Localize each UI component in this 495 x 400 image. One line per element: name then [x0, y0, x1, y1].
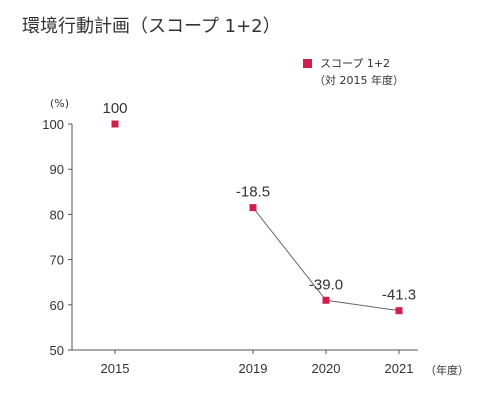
series-line: [252, 207, 400, 312]
y-axis-unit: (%): [50, 97, 69, 110]
x-axis-unit: （年度）: [425, 363, 469, 377]
x-tick-label: 2020: [312, 361, 341, 376]
x-tick-label: 2015: [101, 361, 130, 376]
x-tick-label: 2021: [385, 361, 414, 376]
y-tick-label: 70: [50, 253, 64, 268]
y-tick-label: 60: [50, 298, 64, 313]
legend-subtitle: （対 2015 年度）: [314, 73, 404, 87]
x-axis-ticks: 2015 2019 2020 2021: [101, 350, 414, 376]
data-markers: [111, 120, 403, 315]
legend-label: スコープ 1+2: [320, 57, 390, 70]
y-axis-ticks: 50 60 70 80 90 100: [42, 117, 72, 358]
data-point-2021: [395, 307, 403, 315]
data-label-2015: 100: [102, 100, 127, 117]
data-label-2019: -18.5: [236, 184, 270, 201]
data-point-2019: [249, 204, 257, 212]
data-labels: 100 -18.5 -39.0 -41.3: [102, 100, 416, 304]
data-point-2020: [322, 296, 330, 304]
data-label-2020: -39.0: [309, 276, 343, 293]
chart-title: 環境行動計画（スコープ 1+2）: [22, 16, 281, 37]
y-tick-label: 50: [50, 343, 64, 358]
x-tick-label: 2019: [239, 361, 268, 376]
y-tick-label: 100: [42, 117, 64, 132]
data-label-2021: -41.3: [382, 287, 416, 304]
y-tick-label: 90: [50, 162, 64, 177]
y-tick-label: 80: [50, 207, 64, 222]
legend-marker: [303, 59, 312, 68]
data-point-2015: [111, 120, 119, 128]
